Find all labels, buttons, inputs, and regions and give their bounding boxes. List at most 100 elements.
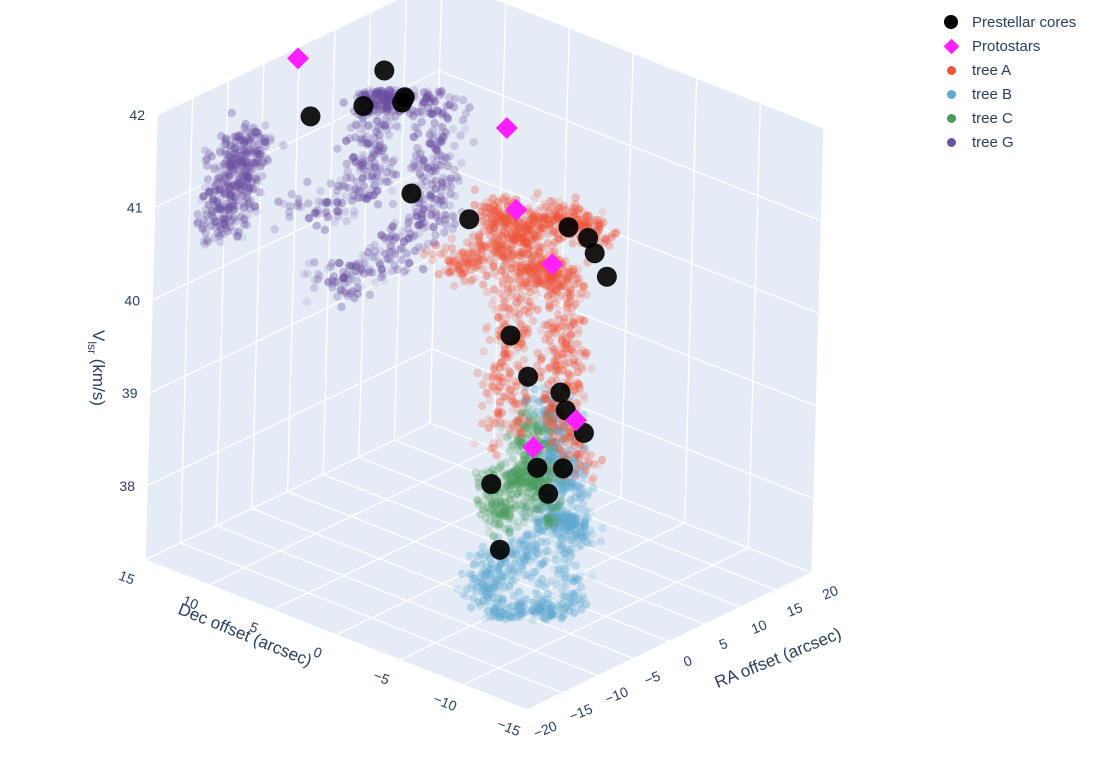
data-point (511, 613, 521, 622)
data-point (550, 513, 559, 522)
legend-item[interactable]: Prestellar cores (938, 10, 1076, 34)
data-point (559, 479, 568, 489)
data-point (511, 547, 520, 557)
data-point (520, 570, 530, 580)
data-point (547, 422, 556, 432)
data-point (493, 533, 503, 542)
data-point (501, 610, 510, 620)
data-point (525, 544, 534, 554)
data-point (339, 98, 348, 107)
data-point (479, 280, 488, 289)
v-axis-title: Vlsr (km/s) (85, 330, 108, 406)
data-point (557, 505, 567, 514)
data-point (533, 504, 542, 513)
data-point (541, 393, 550, 403)
data-point (554, 601, 563, 610)
data-point (304, 199, 313, 208)
data-point (548, 455, 557, 464)
data-point (438, 173, 448, 183)
data-point (542, 452, 551, 461)
data-point (485, 576, 494, 585)
data-point (494, 562, 503, 572)
data-point (543, 513, 553, 523)
data-point (565, 477, 574, 486)
data-point (540, 582, 550, 591)
data-point (502, 470, 511, 480)
legend-item[interactable]: tree G (938, 130, 1076, 154)
data-point (523, 537, 533, 546)
legend-item[interactable]: tree C (938, 106, 1076, 130)
data-point (216, 162, 225, 171)
data-point (558, 451, 567, 460)
legend-item[interactable]: tree B (938, 82, 1076, 106)
data-point (556, 521, 565, 530)
data-point (536, 610, 545, 620)
data-point (533, 607, 542, 616)
data-point (533, 189, 542, 198)
data-point (560, 513, 569, 523)
data-point (333, 186, 342, 195)
data-point (559, 484, 569, 493)
data-point (510, 537, 519, 546)
data-point (557, 437, 567, 446)
data-point (530, 492, 540, 501)
data-point (497, 598, 506, 607)
data-point (337, 302, 346, 312)
data-point (524, 309, 533, 318)
data-point (540, 320, 549, 329)
data-point (473, 257, 483, 266)
data-point (540, 406, 549, 415)
data-point (548, 609, 557, 619)
data-point (586, 508, 595, 517)
data-point (520, 518, 529, 527)
data-point (458, 95, 468, 105)
data-point (568, 514, 577, 523)
data-point (332, 206, 342, 216)
data-point (494, 588, 503, 597)
data-point (478, 579, 487, 588)
data-point (532, 476, 541, 486)
data-point (198, 224, 207, 233)
data-point (479, 596, 488, 605)
data-point (519, 509, 528, 518)
data-point (561, 601, 571, 611)
data-point (508, 473, 517, 482)
data-point (537, 506, 546, 515)
data-point (557, 614, 567, 623)
data-point (527, 605, 536, 614)
data-point (500, 510, 510, 519)
data-point (262, 153, 271, 163)
data-point (551, 446, 560, 455)
data-point (520, 396, 530, 405)
data-point (578, 478, 587, 488)
v-tick-label: 39 (122, 385, 138, 401)
data-point (549, 411, 558, 421)
data-point (536, 397, 546, 406)
data-point (546, 513, 555, 522)
data-point (538, 428, 548, 437)
data-point (567, 513, 576, 522)
data-point (573, 575, 582, 584)
data-point (547, 603, 556, 612)
data-point (482, 591, 492, 601)
data-point (496, 570, 505, 579)
ra-tick-label: 0 (681, 652, 694, 670)
data-point (547, 513, 557, 522)
data-point (552, 439, 562, 448)
data-point (509, 591, 518, 601)
legend-item[interactable]: tree A (938, 58, 1076, 82)
legend-item[interactable]: Protostars (938, 34, 1076, 58)
data-point (552, 604, 561, 613)
data-point (457, 569, 467, 579)
data-point (443, 114, 453, 123)
data-point (546, 452, 556, 461)
data-point (497, 312, 506, 321)
data-point (539, 512, 548, 521)
data-point (574, 573, 584, 583)
data-point (314, 197, 323, 206)
data-point (531, 539, 540, 549)
data-point (505, 581, 514, 590)
data-point (203, 175, 213, 184)
axis-edge (526, 572, 813, 711)
